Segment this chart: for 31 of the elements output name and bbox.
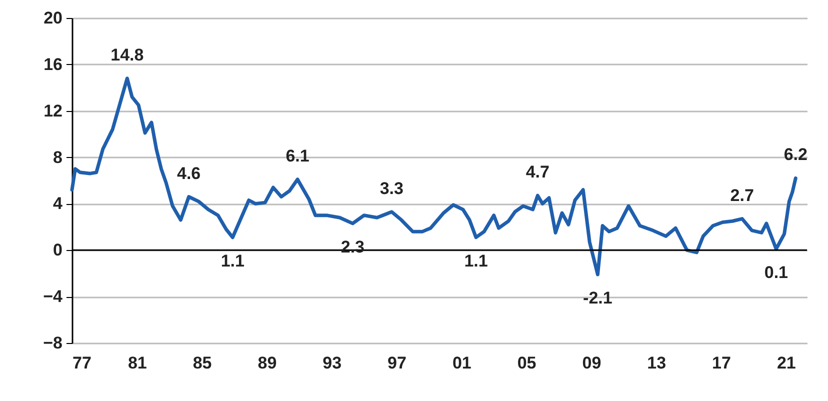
x-tick-label: 77 <box>72 354 92 372</box>
y-tick-label: 8 <box>53 148 62 167</box>
y-tick-label: 12 <box>44 101 62 120</box>
annotation: 1.1 <box>464 251 488 270</box>
annotation: 4.6 <box>177 164 201 183</box>
x-tick-label: 17 <box>712 354 731 372</box>
y-tick-label: −8 <box>43 334 62 352</box>
x-tick-label: 89 <box>258 354 277 372</box>
x-tick-label: 81 <box>128 354 147 372</box>
x-tick-label: 09 <box>582 354 602 372</box>
annotation: 6.2 <box>784 145 808 164</box>
annotation: 2.7 <box>730 186 754 205</box>
x-tick-label: 97 <box>388 354 406 372</box>
annotation: -2.1 <box>583 288 612 308</box>
annotation: 14.8 <box>110 45 144 64</box>
x-tick-label: 93 <box>322 354 342 372</box>
x-tick-label: 01 <box>452 354 472 372</box>
x-tick-label: 85 <box>192 354 212 372</box>
x-tick-label: 21 <box>776 354 796 372</box>
annotation: 4.7 <box>526 162 550 182</box>
y-tick-label: −4 <box>43 287 64 306</box>
annotation: 3.3 <box>380 178 404 198</box>
annotation: 6.1 <box>286 146 310 166</box>
y-tick-label: 4 <box>53 194 64 214</box>
y-tick-label: 20 <box>44 8 62 28</box>
annotation: 0.1 <box>764 262 788 282</box>
y-tick-label: 0 <box>53 240 62 260</box>
annotation: 1.1 <box>220 251 244 270</box>
y-tick-label: 16 <box>44 54 62 74</box>
x-tick-label: 13 <box>647 354 666 372</box>
x-tick-label: 05 <box>517 354 536 372</box>
